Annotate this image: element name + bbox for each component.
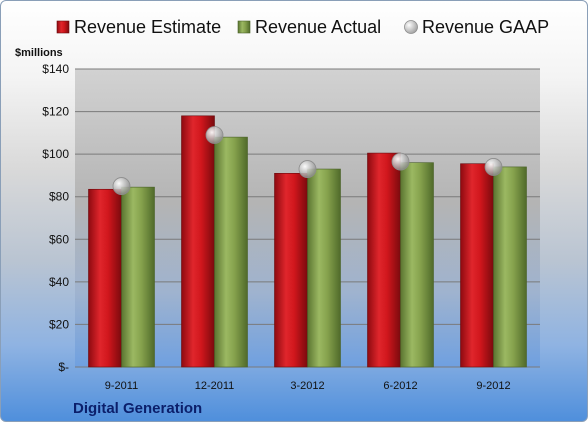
dot-revenue-gaap — [112, 177, 131, 195]
bar-revenue-estimate — [367, 152, 401, 368]
bars — [88, 115, 527, 368]
bar-revenue-actual — [493, 166, 527, 368]
x-tick-label: 3-2012 — [290, 380, 324, 392]
legend-swatch — [237, 20, 251, 34]
legend-swatch — [404, 20, 418, 34]
bar-revenue-estimate — [88, 188, 122, 368]
y-tick-label: $20 — [49, 317, 69, 331]
bar-revenue-actual — [214, 136, 248, 368]
y-tick-label: $80 — [49, 190, 69, 204]
company-name: Digital Generation — [73, 400, 202, 417]
x-tick-label: 6-2012 — [383, 380, 417, 392]
legend-label: Revenue Actual — [255, 17, 381, 37]
bar-revenue-actual — [400, 162, 434, 368]
bar-revenue-actual — [307, 168, 341, 368]
x-tick-label: 12-2011 — [195, 380, 235, 392]
y-axis-ticks: $- $20 $40 $60 $80 $100 $120 $140 — [42, 62, 69, 374]
bar-revenue-estimate — [181, 115, 215, 368]
dot-revenue-gaap — [205, 126, 224, 144]
y-tick-label: $120 — [42, 105, 69, 119]
legend-label: Revenue Estimate — [74, 17, 221, 37]
bar-revenue-actual — [121, 186, 155, 368]
unit-label: $millions — [15, 47, 63, 59]
gaap-dots — [112, 126, 503, 195]
legend: Revenue Estimate Revenue Actual Revenue GA… — [56, 17, 549, 37]
x-axis-labels: 9-2011 12-2011 3-2012 6-2012 9-2012 — [105, 380, 511, 392]
bar-revenue-estimate — [460, 163, 494, 368]
y-tick-label: $140 — [42, 62, 69, 76]
bar-revenue-estimate — [274, 173, 308, 368]
y-tick-label: $- — [58, 360, 69, 374]
dot-revenue-gaap — [298, 160, 317, 178]
dot-revenue-gaap — [391, 152, 410, 171]
y-tick-label: $40 — [49, 275, 69, 289]
legend-label: Revenue GAAP — [422, 17, 549, 37]
legend-swatch — [56, 20, 70, 34]
x-tick-label: 9-2011 — [105, 380, 138, 392]
y-tick-label: $100 — [42, 147, 69, 161]
x-tick-label: 9-2012 — [476, 380, 510, 392]
y-tick-label: $60 — [49, 232, 69, 246]
dot-revenue-gaap — [484, 158, 503, 176]
